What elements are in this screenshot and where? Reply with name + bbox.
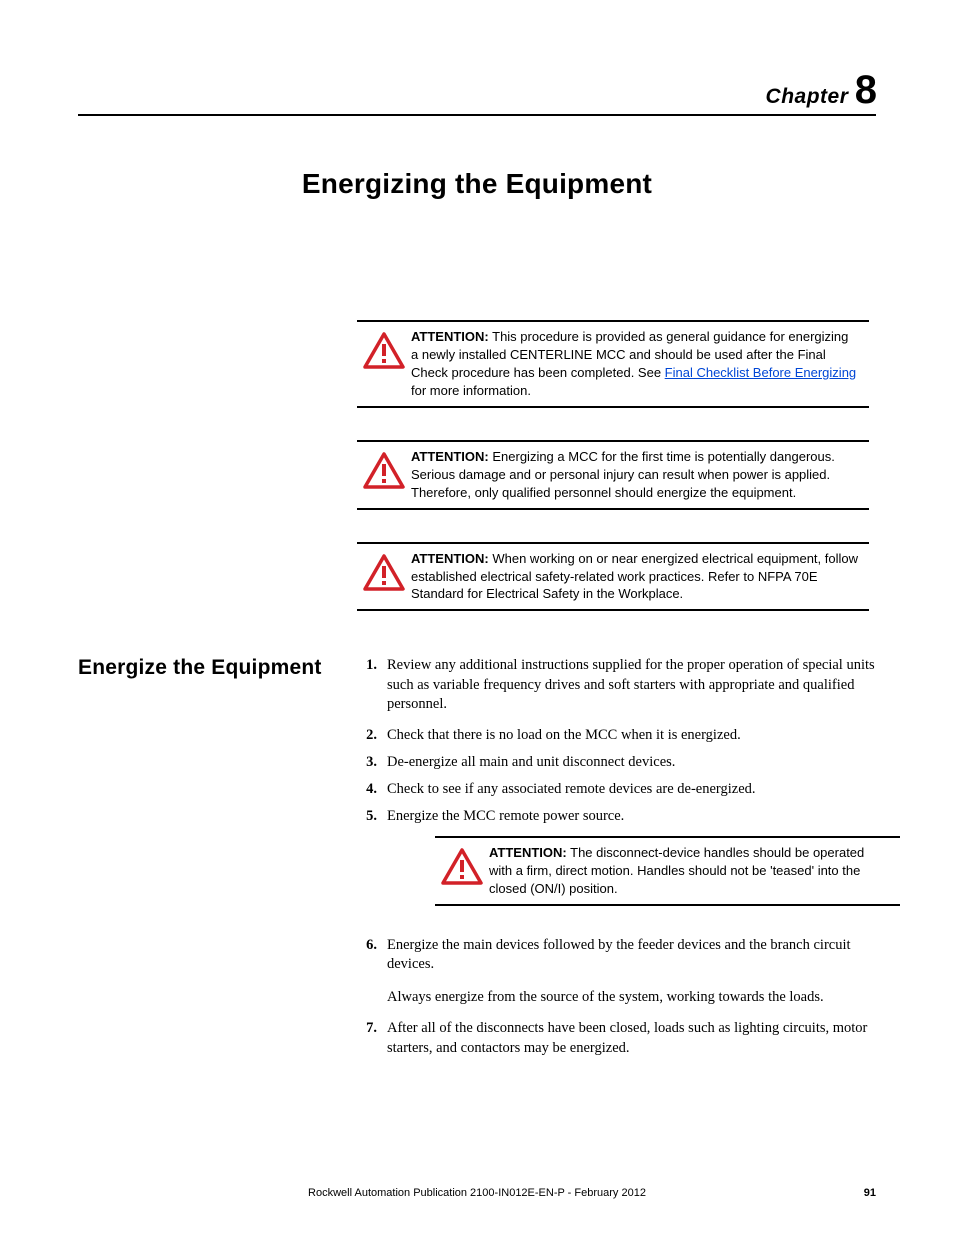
attention-body-after: for more information. — [411, 383, 531, 398]
chapter-label: Chapter 8 — [78, 70, 876, 110]
chapter-number: 8 — [855, 68, 876, 112]
footer-page-number: 91 — [864, 1187, 876, 1199]
attention-icon — [435, 844, 489, 886]
attention-text: ATTENTION: The disconnect-device handles… — [489, 844, 900, 898]
attention-label: ATTENTION: — [489, 845, 567, 860]
step-item: 5. Energize the MCC remote power source.… — [357, 807, 900, 924]
attention-icon — [357, 550, 411, 592]
attention-label: ATTENTION: — [411, 329, 489, 344]
attention-icon — [357, 448, 411, 490]
step-num: 4. — [357, 780, 387, 799]
step-body: Energize the main devices followed by th… — [387, 936, 900, 1007]
attention-text: ATTENTION: Energizing a MCC for the firs… — [411, 448, 869, 502]
attention-box-inline: ATTENTION: The disconnect-device handles… — [435, 836, 900, 906]
step-text: Energize the MCC remote power source. — [387, 808, 624, 824]
footer-publication: Rockwell Automation Publication 2100-IN0… — [308, 1187, 646, 1199]
step-item: 3. De-energize all main and unit disconn… — [357, 753, 900, 772]
attention-box-1: ATTENTION: This procedure is provided as… — [357, 320, 869, 408]
step-body: After all of the disconnects have been c… — [387, 1019, 900, 1057]
step-item: 1. Review any additional instructions su… — [357, 656, 900, 713]
step-num: 7. — [357, 1019, 387, 1057]
step-num: 3. — [357, 753, 387, 772]
attention-icon — [357, 328, 411, 370]
page-title: Energizing the Equipment — [78, 168, 876, 200]
step-text: Energize the main devices followed by th… — [387, 937, 851, 972]
attention-label: ATTENTION: — [411, 449, 489, 464]
step-num: 1. — [357, 656, 387, 713]
attention-label: ATTENTION: — [411, 551, 489, 566]
chapter-rule — [78, 114, 876, 116]
attention-box-3: ATTENTION: When working on or near energ… — [357, 542, 869, 612]
attention-box-2: ATTENTION: Energizing a MCC for the firs… — [357, 440, 869, 510]
step-body: Energize the MCC remote power source. AT… — [387, 807, 900, 924]
section-heading: Energize the Equipment — [78, 656, 357, 680]
step-body: Review any additional instructions suppl… — [387, 656, 900, 713]
chapter-word: Chapter — [766, 85, 849, 108]
attention-text: ATTENTION: This procedure is provided as… — [411, 328, 869, 400]
step-body: Check to see if any associated remote de… — [387, 780, 900, 799]
step-follow: Always energize from the source of the s… — [387, 988, 900, 1007]
step-item: 4. Check to see if any associated remote… — [357, 780, 900, 799]
step-num: 2. — [357, 726, 387, 745]
step-body: Check that there is no load on the MCC w… — [387, 726, 900, 745]
step-item: 7. After all of the disconnects have bee… — [357, 1019, 900, 1057]
link-final-checklist[interactable]: Final Checklist Before Energizing — [665, 365, 856, 380]
step-item: 6. Energize the main devices followed by… — [357, 936, 900, 1007]
step-num: 5. — [357, 807, 387, 924]
attention-text: ATTENTION: When working on or near energ… — [411, 550, 869, 604]
section-two-col: Energize the Equipment 1. Review any add… — [78, 656, 876, 1069]
page-footer: Rockwell Automation Publication 2100-IN0… — [78, 1187, 876, 1199]
steps-list: 1. Review any additional instructions su… — [357, 656, 900, 1069]
step-item: 2. Check that there is no load on the MC… — [357, 726, 900, 745]
step-body: De-energize all main and unit disconnect… — [387, 753, 900, 772]
step-num: 6. — [357, 936, 387, 1007]
